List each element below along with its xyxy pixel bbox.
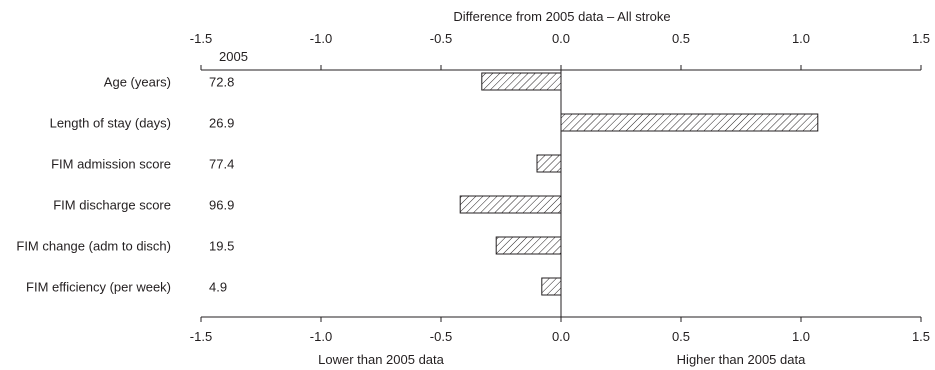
category-label: Length of stay (days) <box>50 116 171 131</box>
bar <box>459 195 562 214</box>
category-label: FIM change (adm to disch) <box>16 239 171 254</box>
bar <box>541 277 562 296</box>
chart-title: Difference from 2005 data – All stroke <box>453 9 670 24</box>
baseline-value: 26.9 <box>209 116 234 131</box>
top-tick-label: -1.5 <box>190 31 212 46</box>
category-label: FIM discharge score <box>53 198 171 213</box>
top-tick-label: 1.0 <box>792 31 810 46</box>
bottom-tick-label: 0.5 <box>672 329 690 344</box>
bottom-tick-label: 1.0 <box>792 329 810 344</box>
bar <box>481 72 562 91</box>
bar <box>536 154 562 173</box>
top-tick-label: -1.0 <box>310 31 332 46</box>
baseline-value: 4.9 <box>209 280 227 295</box>
baseline-value: 96.9 <box>209 198 234 213</box>
lower-label: Lower than 2005 data <box>318 352 445 367</box>
bottom-tick-label: 0.0 <box>552 329 570 344</box>
baseline-value: 72.8 <box>209 75 234 90</box>
higher-label: Higher than 2005 data <box>677 352 806 367</box>
category-label: FIM admission score <box>51 157 171 172</box>
category-label: FIM efficiency (per week) <box>26 280 171 295</box>
top-tick-label: 0.0 <box>552 31 570 46</box>
bottom-tick-label: 1.5 <box>912 329 930 344</box>
baseline-value: 77.4 <box>209 157 234 172</box>
baseline-header: 2005 <box>219 49 248 64</box>
top-tick-label: 1.5 <box>912 31 930 46</box>
top-tick-label: -0.5 <box>430 31 452 46</box>
bar <box>495 236 562 255</box>
category-label: Age (years) <box>104 75 171 90</box>
top-tick-label: 0.5 <box>672 31 690 46</box>
bottom-tick-label: -0.5 <box>430 329 452 344</box>
bottom-tick-label: -1.5 <box>190 329 212 344</box>
bottom-tick-label: -1.0 <box>310 329 332 344</box>
bar <box>560 113 819 132</box>
baseline-value: 19.5 <box>209 239 234 254</box>
